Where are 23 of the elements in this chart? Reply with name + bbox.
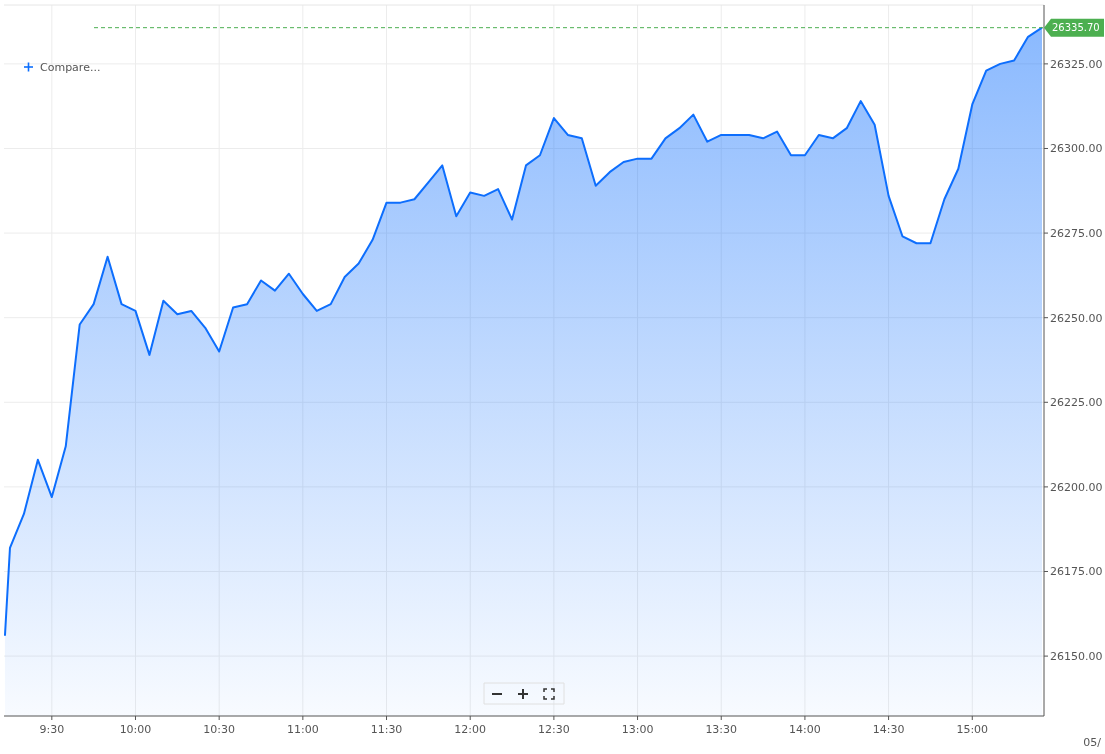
y-tick-label: 26200.00 bbox=[1050, 480, 1103, 494]
x-tick-label: 11:00 bbox=[287, 723, 319, 736]
y-tick-label: 26325.00 bbox=[1050, 57, 1103, 71]
x-tick-label: 10:00 bbox=[119, 723, 152, 736]
annotation: Compare... bbox=[40, 60, 101, 74]
x-tick-label: 12:30 bbox=[538, 723, 570, 736]
x-tick-label: 13:00 bbox=[621, 723, 654, 736]
y-tick-label: 26300.00 bbox=[1050, 142, 1103, 156]
y-tick-label: 26175.00 bbox=[1050, 565, 1103, 579]
x-tick-label: 10:30 bbox=[203, 723, 236, 736]
x-tick-label: 15:00 bbox=[956, 723, 989, 736]
x-tick-label: 14:30 bbox=[872, 723, 905, 736]
x-tick-label: 14:00 bbox=[789, 723, 821, 736]
x-tick-label: 12:00 bbox=[454, 723, 487, 736]
x-tick-label: 9:30 bbox=[39, 723, 65, 736]
x-tick-label: 11:30 bbox=[370, 723, 403, 736]
y-tick-label: 26275.00 bbox=[1050, 226, 1103, 240]
y-tick-label: 26150.00 bbox=[1050, 649, 1103, 663]
y-tick-label: 26250.00 bbox=[1050, 311, 1103, 325]
x-tick-label: 13:30 bbox=[705, 723, 738, 736]
y-tick-label: 26225.00 bbox=[1050, 396, 1103, 410]
text: 05/ bbox=[1083, 736, 1102, 749]
ref-line-label: 26335.70 bbox=[1052, 22, 1100, 34]
